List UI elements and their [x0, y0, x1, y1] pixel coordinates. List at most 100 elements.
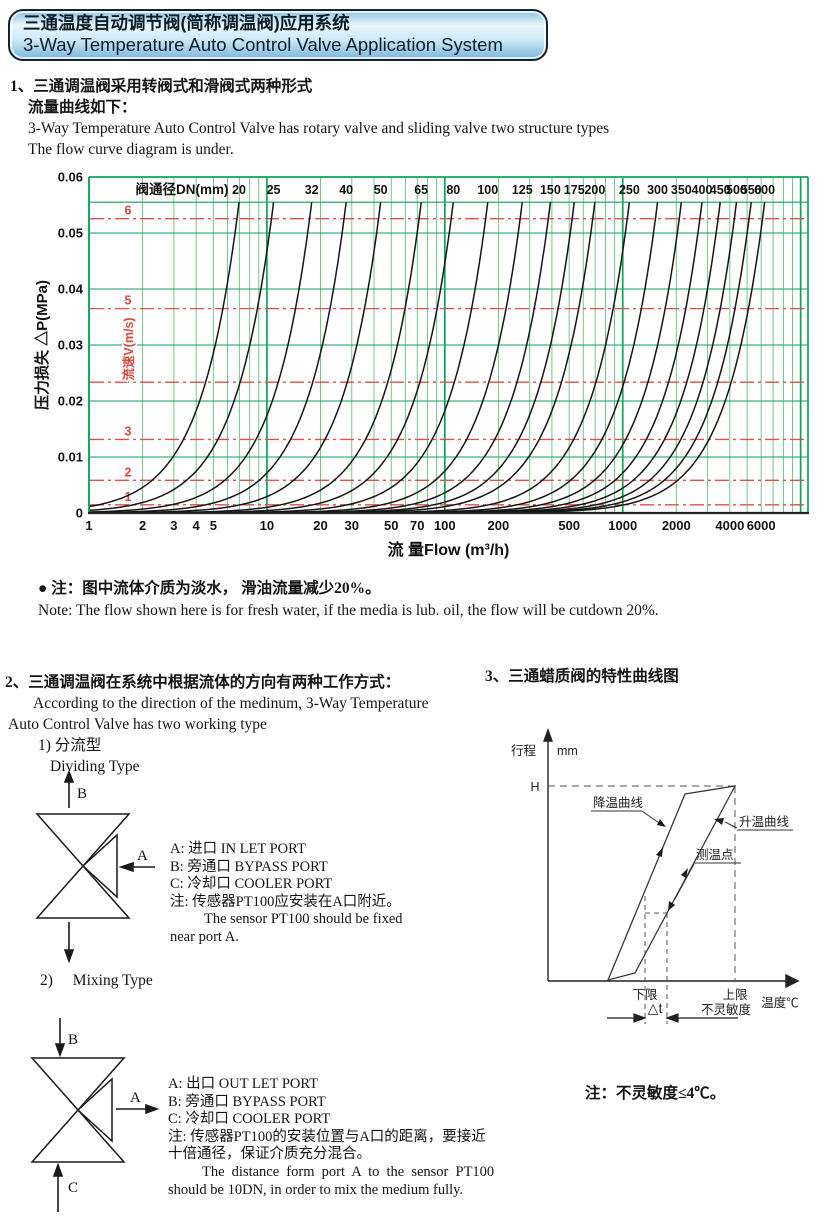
y-axis-unit: mm — [557, 744, 578, 758]
x-axis-title: 流 量Flow (m³/h) — [388, 540, 510, 559]
dn-curve-label: 350 — [671, 183, 692, 197]
chart-grid — [88, 177, 808, 513]
legend-line: 十倍通径，保证介质充分混合。 — [168, 1146, 371, 1163]
legend-line: C: 冷却口 COOLER PORT — [170, 876, 333, 893]
dn-curve — [88, 202, 275, 512]
x-tick-label: 10 — [260, 518, 274, 533]
dn-curve-label: 25 — [267, 183, 281, 197]
dn-curve-label: 32 — [305, 183, 319, 197]
x-tick-label: 30 — [345, 518, 359, 533]
x-tick-label: 2000 — [662, 518, 691, 533]
x-tick-label: 3 — [170, 518, 177, 533]
port-c-arrowhead — [52, 1162, 64, 1177]
delta-t-label: △t — [648, 1000, 663, 1016]
velocity-axis-label: 流速V(m/s) — [121, 317, 136, 380]
dividing-title-en: Dividing Type — [50, 758, 140, 775]
valve-top-triangle — [35, 813, 131, 868]
heating-direction-arrow — [681, 868, 688, 878]
heating-curve-label: 升温曲线 — [739, 815, 790, 829]
chart-note-en: Note: The flow shown here is for fresh w… — [38, 602, 659, 619]
chart-note-zh: ● 注：图中流体介质为淡水， 滑油流量减少20%。 — [38, 580, 381, 597]
section2-en2: Auto Control Valve has two working type — [8, 716, 267, 733]
valve-bottom-triangle — [30, 1108, 126, 1163]
velocity-line-label: 3 — [125, 424, 132, 438]
cooling-curve-label: 降温曲线 — [593, 796, 644, 810]
mixing-title-en: Mixing Type — [72, 972, 153, 989]
y-axis-label: 行程 — [511, 743, 537, 758]
chart-dn-labels: 20 25 32 40 50 65 80 100 125 150 175 200 250 300 350 40… — [136, 181, 776, 197]
dn-curve — [332, 202, 575, 514]
port-b-arrowhead — [54, 1043, 66, 1058]
cooling-leader-arrowhead — [657, 819, 666, 827]
page-header: 三通温度自动调节阀(简称调温阀)应用系统 3-Way Temperature A… — [8, 9, 548, 61]
dn-curve-label: 80 — [446, 183, 460, 197]
section1-en1: 3-Way Temperature Auto Control Valve has… — [28, 120, 610, 137]
valve-right-triangle — [81, 833, 118, 899]
heating-leader — [724, 821, 738, 829]
dn-curve-label: 50 — [374, 183, 388, 197]
mixing-legend: A: 出口 OUT LET PORT B: 旁通口 BYPASS PORT C:… — [168, 1076, 494, 1199]
section2-zh: 2、三通调温阀在系统中根据流体的方向有两种工作方式： — [5, 674, 401, 691]
measure-leader-arrowhead — [668, 901, 675, 911]
port-c-arrowhead — [63, 949, 75, 964]
dn-curve-label: 40 — [339, 183, 353, 197]
valve-bottom-triangle — [35, 864, 131, 919]
dn-curve — [179, 202, 422, 514]
valve-right-triangle — [76, 1077, 113, 1143]
legend-line: should be 10DN, in order to mix the medi… — [168, 1181, 464, 1198]
section1-text: 1、三通调温阀采用转阀式和滑阀式两种形式 流量曲线如下： 3-Way Tempe… — [10, 76, 609, 160]
measure-point-label: 测温点 — [696, 848, 734, 862]
h-mark: H — [530, 780, 539, 794]
delta-t-right-arrowhead — [665, 1013, 679, 1023]
dn-curve — [387, 202, 631, 514]
velocity-line-label: 4 — [125, 367, 132, 381]
dn-curve-label: 125 — [512, 183, 533, 197]
port-a-label: A — [130, 1090, 141, 1106]
valve-top-triangle — [30, 1057, 126, 1112]
dn-curve-label: 500 — [726, 183, 747, 197]
dn-curve — [308, 202, 552, 514]
cooling-direction-arrow — [656, 847, 663, 857]
dn-curve — [246, 202, 489, 514]
port-a-arrowhead — [118, 861, 134, 873]
x-tick-label: 1 — [85, 518, 92, 533]
lower-limit-label: 下限 — [632, 988, 658, 1002]
dn-curve — [280, 202, 523, 514]
section1-zh1: 1、三通调温阀采用转阀式和滑阀式两种形式 — [10, 78, 313, 95]
dn-curve — [478, 202, 721, 514]
x-tick-label: 200 — [488, 518, 510, 533]
dn-curve-label: 450 — [710, 183, 731, 197]
mixing-title-no: 2) — [40, 972, 53, 989]
y-tick-label: 0.06 — [58, 170, 83, 185]
measure-leader — [674, 863, 695, 900]
section2-en1: According to the direction of the medinu… — [33, 695, 429, 712]
delta-t-left-arrowhead — [633, 1013, 647, 1023]
dividing-legend: A: 进口 IN LET PORT B: 旁通口 BYPASS PORT C: … — [170, 841, 403, 947]
velocity-line-label: 2 — [125, 465, 132, 479]
title-chinese: 三通温度自动调节阀(简称调温阀)应用系统 — [23, 13, 350, 33]
dn-curve — [353, 202, 596, 514]
legend-line: A: 进口 IN LET PORT — [170, 841, 306, 857]
dn-curve — [460, 202, 703, 514]
hysteresis-parallelogram — [606, 785, 737, 981]
legend-line: The sensor PT100 should be fixed — [204, 911, 403, 928]
port-c-label: C — [68, 1180, 78, 1196]
velocity-line-label: 1 — [125, 490, 132, 504]
stroke-axis-arrowhead — [543, 728, 553, 742]
mixing-title: 2) Mixing Type — [40, 970, 153, 991]
x-axis-label: 温度℃ — [761, 995, 799, 1010]
dn-curve — [88, 202, 240, 508]
velocity-line-label: 6 — [125, 204, 132, 218]
dn-header-label: 阀通径DN(mm) — [136, 181, 229, 197]
x-tick-label: 6000 — [747, 518, 776, 533]
title-english: 3-Way Temperature Auto Control Valve App… — [23, 34, 503, 55]
port-b-label: B — [68, 1032, 78, 1048]
chart-velocity-lines: 1 2 3 4 5 6 流速V(m/s) — [90, 202, 807, 506]
legend-line: B: 旁通口 BYPASS PORT — [170, 858, 328, 875]
dn-curve-label: 550 — [741, 183, 762, 197]
mixing-valve-diagram: B C A — [30, 1018, 160, 1212]
dividing-title-zh: 1) 分流型 — [38, 737, 102, 754]
dn-curve-label: 150 — [540, 183, 561, 197]
y-tick-label: 0.03 — [58, 338, 83, 353]
